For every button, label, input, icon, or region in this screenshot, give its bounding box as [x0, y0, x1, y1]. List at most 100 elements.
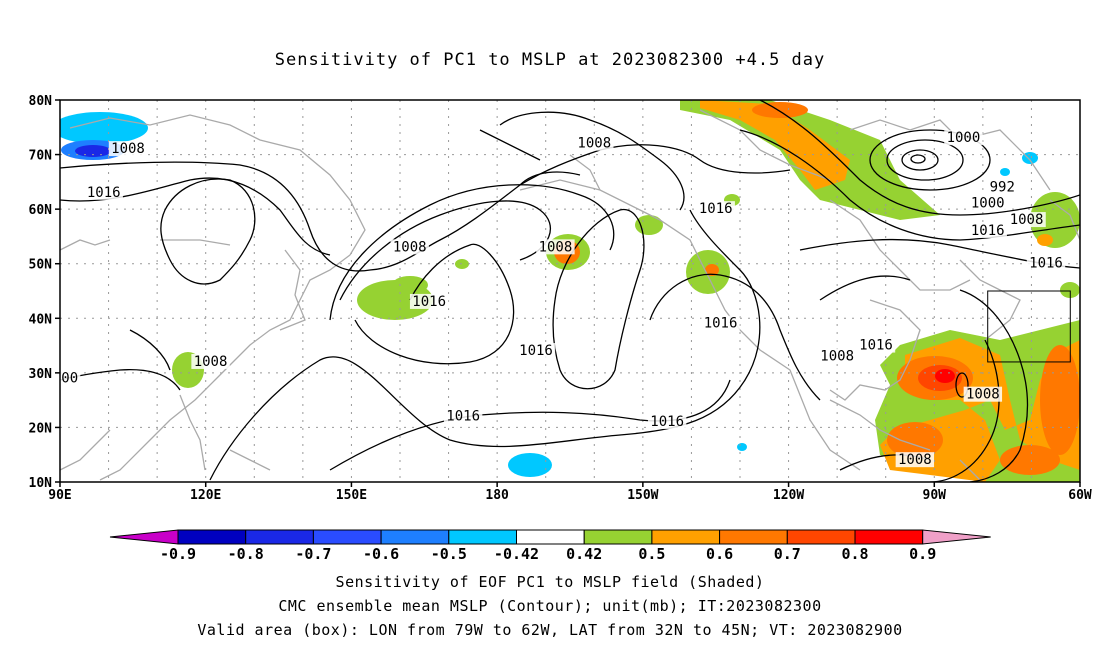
- colorbar-label: -0.5: [431, 545, 467, 563]
- contour-label: 1016: [699, 201, 733, 217]
- contour-label-bg: [696, 201, 735, 217]
- contour-label: 1008: [111, 141, 145, 157]
- contour-label: 1008: [966, 387, 1000, 403]
- colorbar-segment: [583, 529, 653, 545]
- lon-tick-label: 120W: [773, 488, 804, 503]
- contour-label-bg: [108, 141, 148, 157]
- colorbar-label: -0.8: [228, 545, 264, 563]
- mslp-contours: [60, 100, 1080, 482]
- contour-label-bg: [409, 293, 449, 309]
- colorbar-label: -0.9: [160, 545, 196, 563]
- lat-tick-label: 10N: [29, 476, 53, 491]
- colorbar-segment: [786, 529, 856, 545]
- contour-label: 1016: [859, 338, 893, 354]
- contour-label: 1016: [1029, 256, 1063, 272]
- colorbar-segment: [312, 529, 382, 545]
- contour-label-bg: [968, 195, 1007, 211]
- lon-tick-label: 120E: [190, 488, 221, 503]
- contour-label-bg: [443, 408, 483, 424]
- colorbar-segment: [177, 529, 247, 545]
- colorbar-label: 0.6: [706, 545, 733, 563]
- contour-label-bg: [191, 353, 230, 369]
- lon-tick-label: 90E: [48, 488, 71, 503]
- colorbar-label: -0.42: [494, 545, 539, 563]
- colorbar-min-arrow: [109, 529, 179, 545]
- lon-tick-label: 150W: [627, 488, 658, 503]
- contour-label: 1016: [650, 414, 684, 430]
- colorbar-label: 0.5: [638, 545, 665, 563]
- contour-label: 1008: [393, 239, 427, 255]
- lon-tick-label: 150E: [336, 488, 367, 503]
- coastlines: [60, 109, 1080, 481]
- colorbar-segment: [719, 529, 788, 545]
- contour-label: 1016: [412, 294, 446, 310]
- lat-tick-label: 20N: [29, 421, 53, 436]
- map-frame: [59, 99, 1081, 483]
- contour-label-bg: [895, 452, 935, 468]
- colorbar-label: 0.7: [774, 545, 801, 563]
- caption-contour: CMC ensemble mean MSLP (Contour); unit(m…: [278, 597, 822, 615]
- contour-label: 1016: [519, 343, 553, 359]
- contour-label-bg: [856, 337, 896, 353]
- contour-label-bg: [390, 239, 429, 255]
- lat-tick-label: 50N: [29, 258, 53, 273]
- caption-shaded: Sensitivity of EOF PC1 to MSLP field (Sh…: [335, 573, 765, 591]
- contour-label: 1008: [1010, 212, 1044, 228]
- colorbar-label: -0.7: [295, 545, 331, 563]
- colorbar-label: -0.6: [363, 545, 399, 563]
- map-axes: 10N 20N 30N 40N 50N 60N 70N 80N 90E 120E 150E 180 15…: [29, 94, 1092, 503]
- contour-label: 1008: [539, 239, 573, 255]
- contour-label-bg: [1026, 255, 1066, 271]
- contour-label: 1008: [898, 452, 932, 468]
- contour-label-bg: [575, 135, 614, 151]
- lat-tick-label: 80N: [29, 94, 53, 109]
- contour-label: 1016: [704, 316, 738, 332]
- contour-label: 1016: [87, 185, 121, 201]
- colorbar: -0.9 -0.8 -0.7 -0.6 -0.5 -0.42 0.42 0.5 0.6 0.7 0.…: [109, 529, 991, 563]
- contour-label: 992: [990, 179, 1015, 195]
- colorbar-segment: [651, 529, 721, 545]
- contour-label-bg: [536, 239, 575, 255]
- colorbar-max-arrow: [922, 529, 991, 545]
- contour-label-bg: [60, 370, 81, 386]
- caption-valid-area: Valid area (box): LON from 79W to 62W, L…: [197, 621, 903, 639]
- contour-label-bg: [84, 184, 123, 200]
- contour-labels: 1008 1016 1008 1016 1008 1008 1016 1016 1016 1016…: [60, 130, 1066, 468]
- colorbar-segment: [854, 529, 924, 545]
- colorbar-segment: [448, 529, 517, 545]
- contour-label: 1000: [971, 196, 1005, 212]
- contour-label-bg: [516, 343, 556, 359]
- contour-label: 1008: [577, 136, 611, 152]
- contour-label-bg: [987, 179, 1018, 195]
- colorbar-label: 0.42: [566, 545, 602, 563]
- contour-label: 1016: [971, 223, 1005, 239]
- lon-tick-label: 60W: [1068, 488, 1092, 503]
- colorbar-segment: [245, 529, 314, 545]
- contour-label: 00: [61, 370, 78, 386]
- contour-label: 1008: [820, 348, 854, 364]
- contour-label-bg: [817, 348, 857, 364]
- contour-label-bg: [647, 413, 687, 429]
- valid-area-box: [987, 290, 1071, 363]
- colorbar-label: 0.9: [909, 545, 936, 563]
- lat-tick-label: 70N: [29, 149, 53, 164]
- lon-tick-label: 180: [485, 488, 509, 503]
- colorbar-label: 0.8: [841, 545, 868, 563]
- contour-label-bg: [1007, 212, 1046, 228]
- figure-title: Sensitivity of PC1 to MSLP at 2023082300…: [274, 50, 826, 70]
- map-gridlines: [60, 100, 1080, 482]
- contour-label: 1000: [947, 130, 981, 146]
- contour-label-bg: [701, 315, 740, 331]
- lat-tick-label: 40N: [29, 312, 53, 327]
- colorbar-segment: [516, 529, 585, 545]
- contour-label-bg: [944, 130, 983, 146]
- contour-label-bg: [963, 386, 1003, 402]
- contour-label-bg: [968, 222, 1007, 238]
- colorbar-segment: [380, 529, 450, 545]
- lon-tick-label: 90W: [923, 488, 947, 503]
- lat-tick-label: 30N: [29, 367, 53, 382]
- contour-label: 1016: [446, 409, 480, 425]
- contour-label: 1008: [194, 354, 228, 370]
- lat-tick-label: 60N: [29, 203, 53, 218]
